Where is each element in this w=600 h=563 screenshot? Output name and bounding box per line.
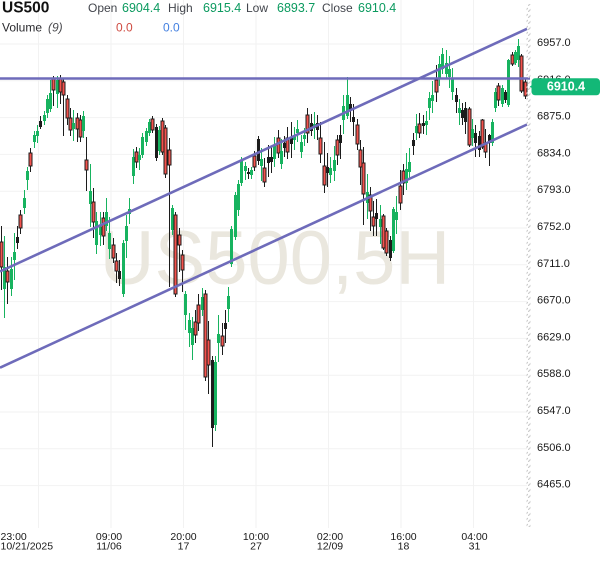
svg-text:6629.0: 6629.0 [537, 331, 571, 343]
svg-text:31: 31 [469, 541, 481, 553]
svg-text:6670.0: 6670.0 [537, 295, 571, 307]
svg-text:12/09: 12/09 [317, 541, 343, 553]
svg-text:17: 17 [178, 541, 190, 553]
svg-text:0.0: 0.0 [163, 21, 180, 35]
svg-text:6904.4: 6904.4 [122, 1, 160, 15]
svg-text:0.0: 0.0 [116, 21, 133, 35]
svg-text:6547.0: 6547.0 [537, 405, 571, 417]
svg-text:18: 18 [398, 541, 410, 553]
svg-text:6910.4: 6910.4 [547, 80, 585, 94]
svg-text:Volume: Volume [2, 21, 42, 35]
svg-text:10/21/2025: 10/21/2025 [1, 541, 54, 553]
svg-text:6893.7: 6893.7 [277, 1, 315, 15]
svg-text:6915.4: 6915.4 [203, 1, 241, 15]
svg-text:6834.0: 6834.0 [537, 147, 571, 159]
svg-text:6875.0: 6875.0 [537, 111, 571, 123]
svg-text:(9): (9) [48, 21, 63, 35]
svg-text:27: 27 [250, 541, 262, 553]
svg-text:Low: Low [246, 1, 268, 15]
svg-text:11/06: 11/06 [96, 541, 122, 553]
svg-text:6711.0: 6711.0 [537, 258, 570, 270]
svg-text:6910.4: 6910.4 [358, 1, 396, 15]
svg-text:6793.0: 6793.0 [537, 184, 571, 196]
svg-text:6588.0: 6588.0 [537, 368, 571, 380]
svg-text:6752.0: 6752.0 [537, 221, 571, 233]
svg-text:6957.0: 6957.0 [537, 37, 571, 49]
svg-text:US500,5H: US500,5H [100, 216, 451, 301]
svg-text:6506.0: 6506.0 [537, 442, 571, 454]
svg-text:Close: Close [322, 1, 353, 15]
svg-text:High: High [168, 1, 193, 15]
svg-text:6465.0: 6465.0 [537, 479, 571, 491]
svg-text:US500: US500 [2, 0, 49, 17]
svg-text:Open: Open [88, 1, 117, 15]
